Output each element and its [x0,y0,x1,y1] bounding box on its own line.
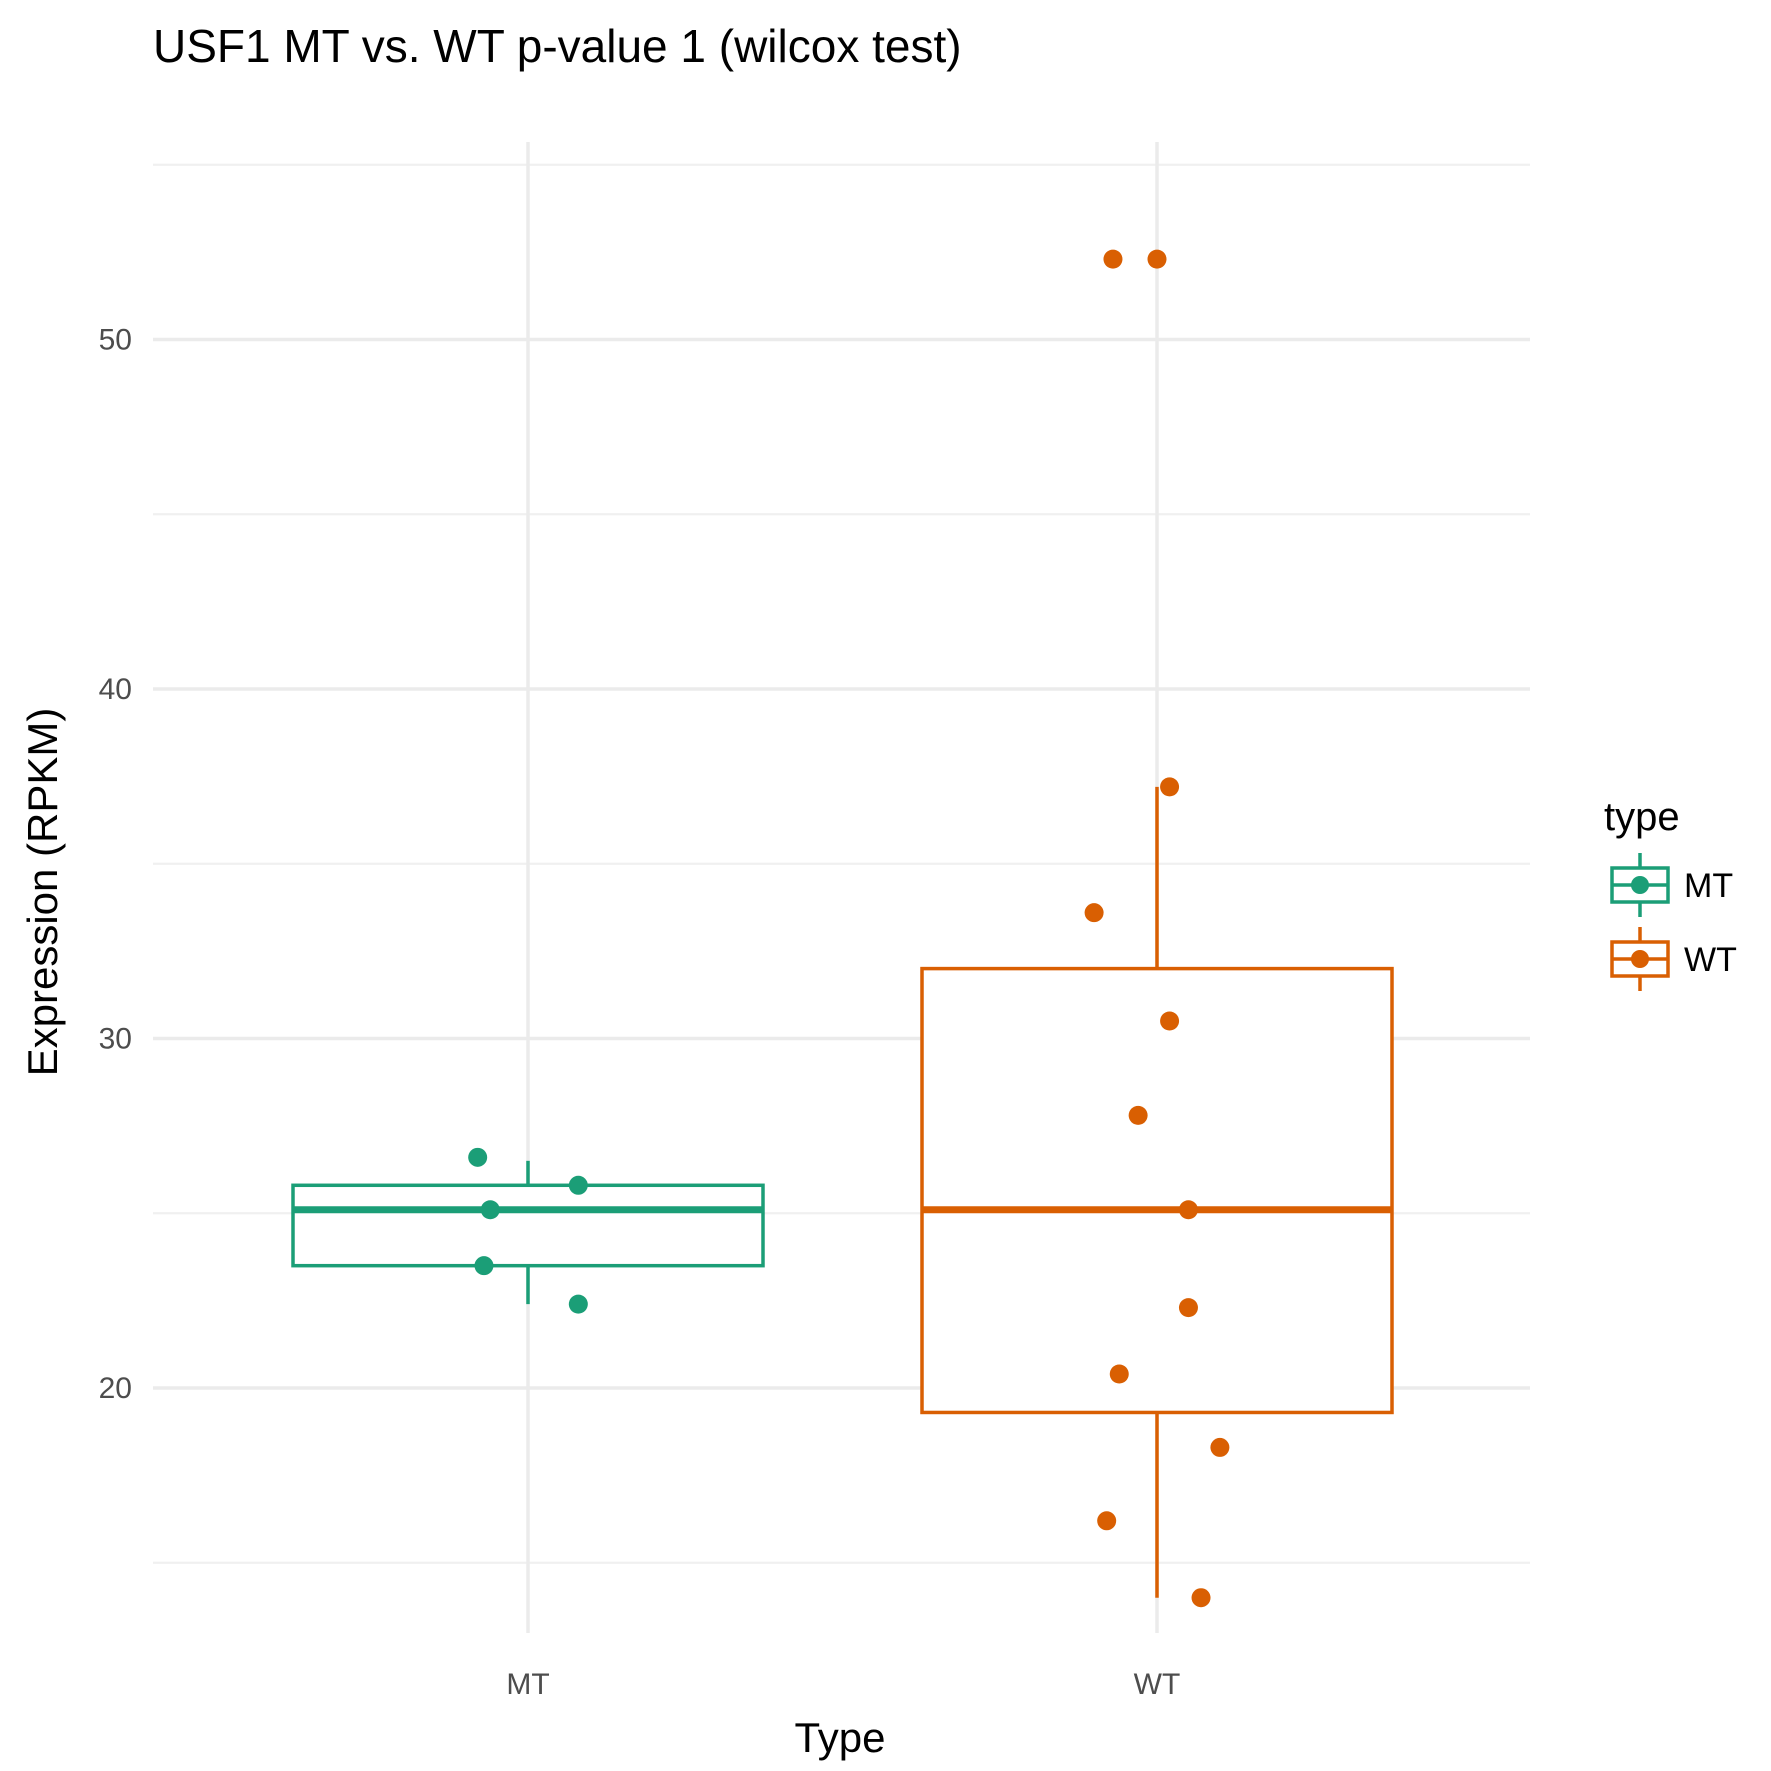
legend-label: WT [1684,941,1737,979]
y-tick-label: 40 [99,673,132,706]
y-tick-label: 50 [99,324,132,357]
points [468,249,1230,1608]
y-tick-label: 30 [99,1023,132,1056]
legend-title: type [1604,795,1680,839]
data-point [468,1147,488,1167]
box-body [291,1183,765,1268]
data-point [1097,1511,1117,1531]
legend-key-mt: MT [1610,853,1733,917]
y-axis-title: Expression (RPKM) [19,708,66,1077]
box-mt [291,1160,765,1305]
legend-point [1631,950,1649,968]
data-point [1178,1200,1198,1220]
data-point [568,1294,588,1314]
legend-key-wt: WT [1610,927,1737,991]
legend-label: MT [1684,867,1733,905]
x-tick-label: MT [506,1668,549,1701]
data-point [474,1256,494,1276]
data-point [568,1175,588,1195]
data-point [1103,249,1123,269]
x-tick-labels: MT WT [506,1668,1180,1701]
chart-title: USF1 MT vs. WT p-value 1 (wilcox test) [153,20,962,72]
legend-point [1631,876,1649,894]
data-point [1191,1588,1211,1608]
box-body [920,966,1394,1415]
data-point [1128,1105,1148,1125]
data-point [1178,1298,1198,1318]
y-tick-label: 20 [99,1372,132,1405]
legend: type MT WT [1604,795,1737,991]
data-point [1147,249,1167,269]
data-point [1210,1437,1230,1457]
data-point [1084,903,1104,923]
data-point [480,1200,500,1220]
grid [153,142,1530,1633]
x-tick-label: WT [1134,1668,1181,1701]
data-point [1160,1011,1180,1031]
y-tick-labels: 20 30 40 50 [99,324,132,1406]
data-point [1109,1364,1129,1384]
data-point [1160,777,1180,797]
boxes [291,786,1394,1598]
x-axis-title: Type [794,1714,885,1761]
box-wt [920,786,1394,1598]
